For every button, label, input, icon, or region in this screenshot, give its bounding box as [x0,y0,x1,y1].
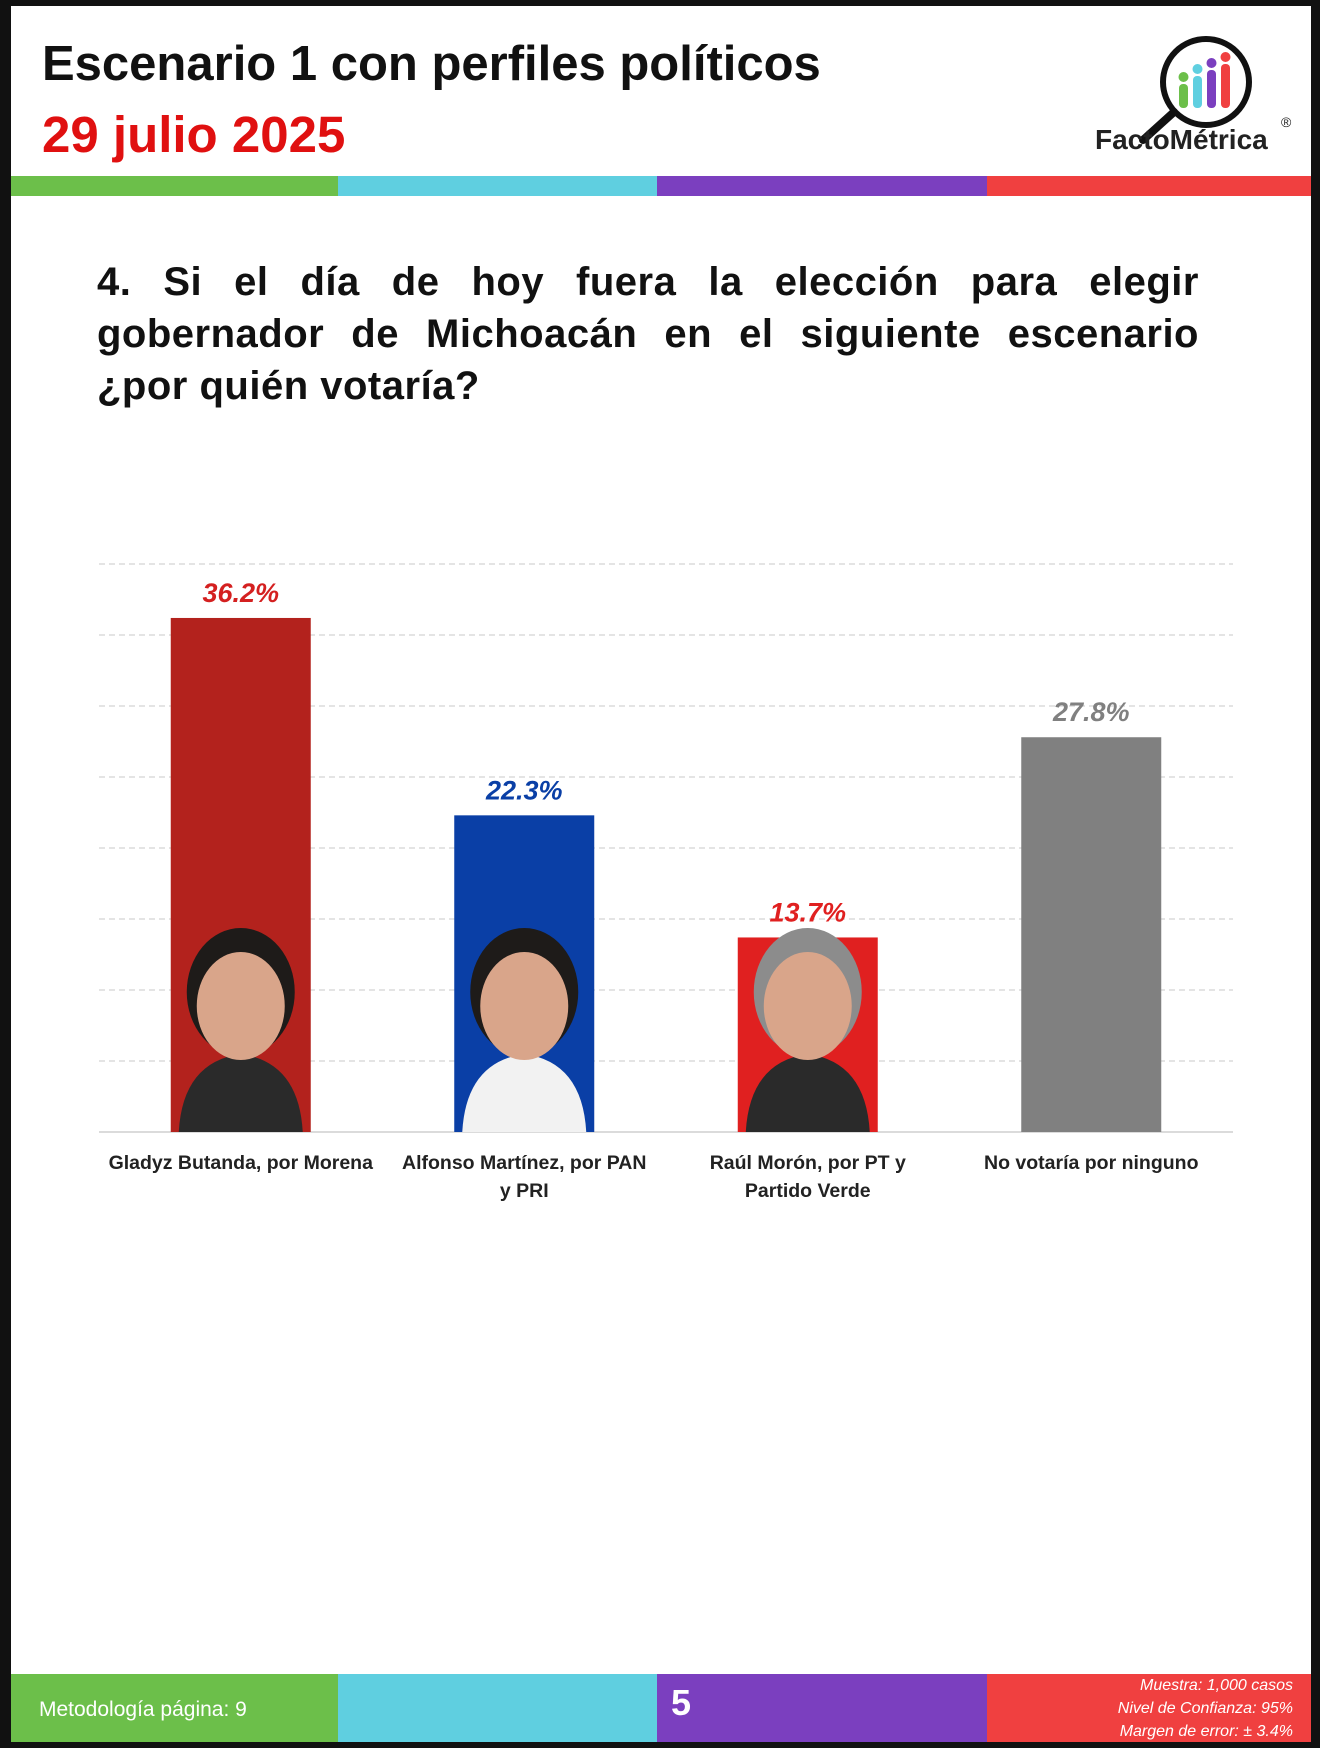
page-title: Escenario 1 con perfiles políticos [42,37,821,91]
data-label-4: 27.8% [1052,697,1130,727]
footer-page-box: 5 [657,1674,987,1742]
data-label-3: 13.7% [769,897,846,927]
margin-of-error: Margen de error: ± 3.4% [1119,1723,1293,1740]
report-date: 29 julio 2025 [42,106,346,163]
sample-size: Muestra: 1,000 casos [1140,1677,1293,1694]
category-label-4: No votaría por ninguno [984,1152,1199,1174]
data-label-2: 22.3% [485,775,563,805]
band-purple [657,176,987,196]
candidate-photo-icon [178,928,303,1132]
methodology-link: Metodología página: 9 [39,1698,247,1721]
page-number: 5 [671,1682,692,1723]
candidate-photo-icon [462,928,587,1132]
sample-info: Muestra: 1,000 casos Nivel de Confianza:… [993,1674,1293,1742]
report-page: Escenario 1 con perfiles políticos 29 ju… [11,6,1311,1742]
band-cyan [338,176,657,196]
data-label-1: 36.2% [202,578,279,608]
bar-4 [1021,737,1162,1132]
candidate-photo-icon [745,928,870,1132]
logo-wordmark: FactoMétrica [1095,124,1268,155]
color-band-top [11,176,1311,196]
footer-methodology-box: Metodología página: 9 [11,1674,338,1742]
category-label-2: y PRI [500,1180,549,1202]
footer-meta-box: Muestra: 1,000 casos Nivel de Confianza:… [987,1674,1311,1742]
category-label-3: Partido Verde [745,1180,871,1202]
registered-mark: ® [1281,114,1292,130]
band-green [11,176,338,196]
factometrica-logo-icon [1139,36,1252,144]
survey-question: 4. Si el día de hoy fuera la elección pa… [97,260,1199,408]
footer-cyan-box [338,1674,657,1742]
confidence-level: Nivel de Confianza: 95% [1117,1700,1293,1717]
footer-band: Metodología página: 9 5 Muestra: 1,000 c… [11,1674,1311,1742]
category-label-2: Alfonso Martínez, por PAN [402,1152,646,1174]
category-label-3: Raúl Morón, por PT y [710,1152,906,1174]
band-red [987,176,1311,196]
vote-bar-chart: 36.2% Gladyz Butanda, por Morena 22.3% Alfo… [99,563,1233,1202]
category-label-1: Gladyz Butanda, por Morena [109,1152,374,1174]
